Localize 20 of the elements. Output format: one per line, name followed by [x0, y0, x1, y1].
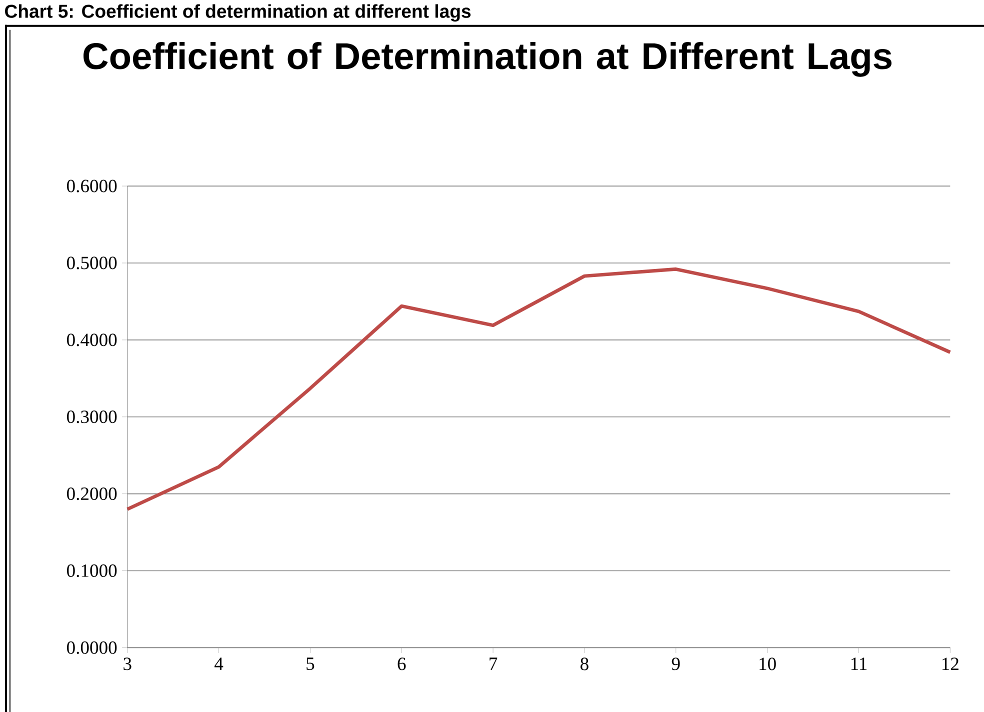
x-tick-label: 11: [851, 657, 867, 670]
y-tick-label: 0.6000: [67, 180, 117, 192]
y-tick-label: 0.4000: [67, 333, 117, 346]
x-tick-label: 8: [580, 658, 588, 670]
x-tick-label: 4: [214, 658, 224, 670]
line-series: [126, 267, 952, 511]
y-tick-label: 0.2000: [67, 487, 117, 500]
x-tick-label: 9: [672, 658, 680, 670]
caption: Chart 5: Coefficient of determination at different lags: [5, 4, 471, 22]
x-tick-label: 7: [490, 658, 498, 670]
y-tick-label: 0.1000: [67, 564, 117, 577]
y-tick-label: 0.3000: [67, 410, 117, 424]
x-tick-label: 6: [398, 658, 406, 670]
x-tick-label: 3: [124, 658, 132, 670]
x-tick-label: 12: [942, 658, 958, 670]
x-tick-label: 10: [760, 658, 776, 670]
y-tick-label: 0.5000: [67, 256, 117, 270]
y-tick-label: 0.0000: [67, 641, 117, 654]
x-tick-label: 5: [306, 658, 314, 670]
chart-title: Coefficient of Determination at Different Lags: [84, 42, 892, 77]
